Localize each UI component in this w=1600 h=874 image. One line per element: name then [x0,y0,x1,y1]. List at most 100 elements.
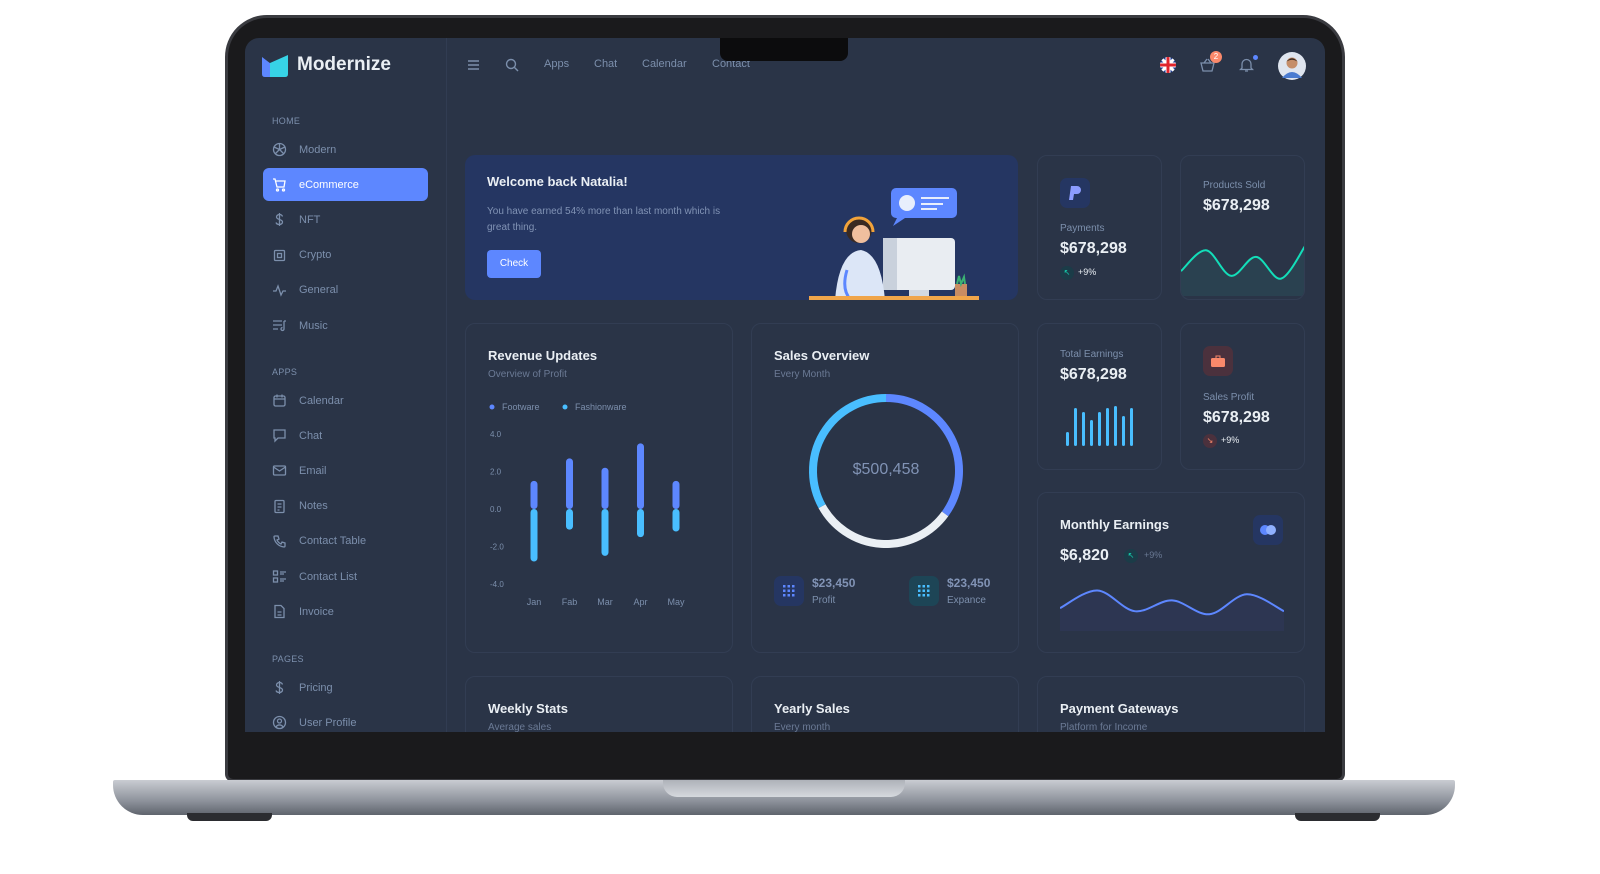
laptop-foot [1295,813,1380,821]
sidebar-item-label: NFT [299,213,321,226]
payments-label: Payments [1060,223,1105,234]
paypal-icon [1060,178,1090,208]
sidebar-item-invoice[interactable]: Invoice [263,595,428,628]
sidebar-item-label: User Profile [299,716,357,729]
sidebar-section-title: HOME [272,116,301,126]
nav-apps[interactable]: Apps [544,58,570,70]
logo-icon [262,55,288,77]
y-tick-label: -2.0 [490,543,504,552]
welcome-text: You have earned 54% more than last month… [487,206,721,233]
payments-card: Payments $678,298 ↖ +9% [1037,155,1162,300]
sidebar-item-calendar[interactable]: Calendar [263,384,428,417]
earnings-bar [1098,412,1101,446]
expense-label: Expance [947,595,986,606]
x-tick-label: Apr [633,597,647,607]
earnings-bar [1074,408,1077,446]
area-line [1181,245,1304,280]
sales-profit-card: Sales Profit $678,298 ↘ +9% [1180,323,1305,470]
sales-donut-chart [809,394,963,548]
nav-calendar[interactable]: Calendar [642,58,687,70]
uk-flag-icon[interactable] [1160,57,1176,73]
notes-icon [274,499,285,513]
sidebar-item-label: General [299,284,339,297]
sidebar-item-notes[interactable]: Notes [263,490,428,523]
sidebar-item-general[interactable]: General [263,274,428,307]
sales-overview-title: Sales Overview [774,348,870,363]
cart-icon[interactable] [1200,58,1215,72]
playlist-icon [273,320,286,332]
revenue-updates-card: Revenue Updates Overview of Profit Footw… [465,323,733,653]
list-details-icon [272,570,286,583]
earnings-bar [1066,432,1069,446]
sidebar-item-label: Crypto [299,249,332,262]
sidebar-item-modern[interactable]: Modern [263,133,428,166]
grid-icon [774,576,804,606]
monthly-earnings-change: +9% [1144,550,1163,560]
sidebar-item-contact-list[interactable]: Contact List [263,560,428,593]
bar-fashionware [530,509,538,562]
briefcase-icon [1203,346,1233,376]
arrow-up-left-icon: ↖ [1060,266,1074,280]
message-icon [273,429,286,443]
dollar-icon [275,681,284,694]
bar-footware [530,480,538,509]
monthly-earnings-title: Monthly Earnings [1060,517,1170,532]
bar-footware [566,458,573,509]
x-tick-label: Jan [527,597,542,607]
nav-chat[interactable]: Chat [594,58,618,70]
bell-icon[interactable] [1239,57,1254,72]
products-sold-label: Products Sold [1203,180,1266,191]
monthly-earnings-chart [1060,589,1284,631]
monthly-earnings-value: $6,820 [1060,547,1109,564]
sidebar-item-label: Chat [299,429,323,442]
sidebar-item-user-profile[interactable]: User Profile [263,706,428,732]
sidebar-item-label: Modern [299,143,337,156]
sidebar-item-music[interactable]: Music [263,309,428,342]
sales-profit-label: Sales Profit [1203,392,1255,403]
weekly-stats-subtitle: Average sales [488,722,552,732]
donut-segment [885,394,963,517]
laptop-base-notch [663,780,905,797]
sidebar-item-label: Notes [299,500,328,513]
earnings-bar [1130,408,1133,446]
activity-icon [273,283,286,297]
sidebar-item-chat[interactable]: Chat [263,419,428,452]
products-sold-value: $678,298 [1203,197,1270,214]
nav-contact[interactable]: Contact [712,58,750,70]
cpu-icon [273,249,286,261]
products-sold-card: Products Sold $678,298 [1180,155,1305,300]
earnings-bar [1082,412,1085,446]
phone-icon [273,535,286,548]
bar-footware [672,480,680,509]
bar-footware [637,443,644,509]
total-earnings-chart [1066,406,1133,446]
yearly-sales-subtitle: Every month [774,722,831,732]
bar-fashionware [637,509,644,538]
legend-label: Footware [502,402,540,412]
sidebar-item-crypto[interactable]: Crypto [263,239,428,272]
products-sold-chart [1181,245,1304,296]
legend-label: Fashionware [575,402,627,412]
sidebar-item-email[interactable]: Email [263,454,428,487]
toggle-icon[interactable] [1253,515,1283,545]
sidebar-item-contact-table[interactable]: Contact Table [263,525,428,558]
welcome-illustration [809,188,979,300]
x-tick-label: May [667,597,685,607]
welcome-title: Welcome back Natalia! [487,174,628,189]
sidebar-item-pricing[interactable]: Pricing [263,671,428,704]
camera-notch [720,38,848,61]
payment-gateways-card: Payment Gateways Platform for Income [1037,676,1305,732]
check-button[interactable]: Check [487,250,541,278]
arrow-up-left-icon: ↖ [1124,549,1138,563]
menu-icon[interactable] [467,59,480,71]
profit-label: Profit [812,595,836,606]
avatar[interactable] [1278,52,1306,80]
arrow-down-right-icon: ↘ [1203,434,1217,448]
bar-fashionware [566,509,573,530]
bar-fashionware [601,509,609,556]
sidebar-item-ecommerce[interactable]: eCommerce [263,168,428,202]
earnings-bar [1114,406,1117,446]
search-icon[interactable] [505,58,519,72]
notification-dot [1253,55,1258,60]
sidebar-item-nft[interactable]: NFT [263,203,428,236]
